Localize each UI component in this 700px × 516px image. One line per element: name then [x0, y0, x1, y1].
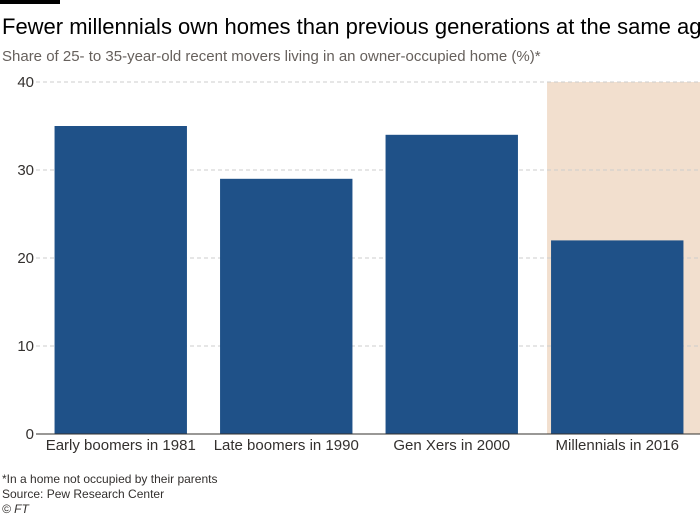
y-tick-label: 40 — [17, 74, 34, 91]
y-tick-label: 0 — [26, 426, 34, 443]
x-tick-label: Early boomers in 1981 — [46, 437, 196, 454]
copyright-credit: © FT — [2, 502, 29, 516]
y-tick-label: 20 — [17, 250, 34, 267]
bar — [385, 134, 518, 435]
footnote: *In a home not occupied by their parents — [2, 472, 218, 486]
y-tick-label: 30 — [17, 162, 34, 179]
x-tick-label: Late boomers in 1990 — [214, 437, 359, 454]
bar — [54, 126, 187, 434]
bar-chart: 0 10 20 30 40 Early boomers in 1981 Late boome… — [17, 74, 700, 454]
brand-bar — [0, 0, 60, 4]
chart-title: Fewer millennials own homes than previou… — [2, 14, 700, 39]
x-tick-label: Gen Xers in 2000 — [393, 437, 510, 454]
bar — [220, 178, 353, 434]
x-tick-label: Millennials in 2016 — [556, 437, 679, 454]
y-tick-label: 10 — [17, 338, 34, 355]
source-note: Source: Pew Research Center — [2, 487, 165, 501]
chart-subtitle: Share of 25- to 35-year-old recent mover… — [2, 48, 541, 65]
bar — [551, 240, 684, 434]
